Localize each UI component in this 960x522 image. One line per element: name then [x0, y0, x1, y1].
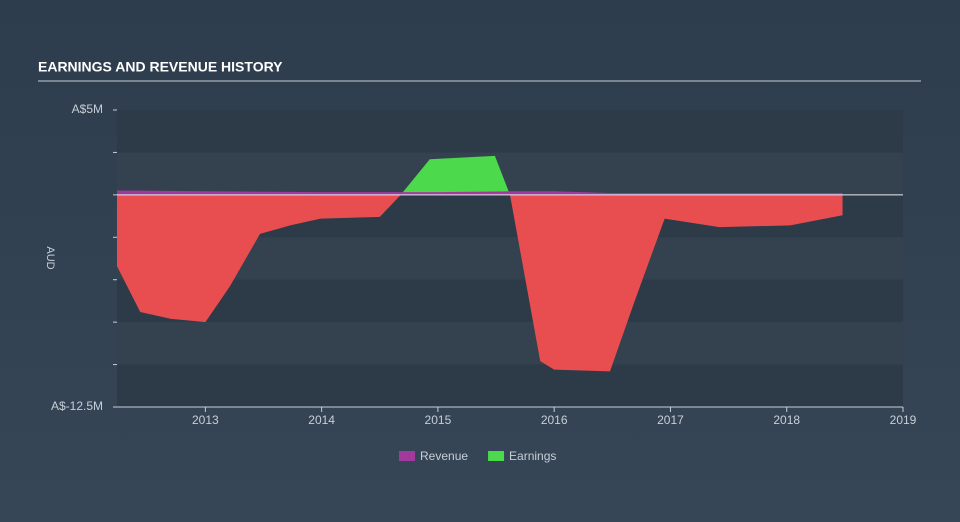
x-tick-label: 2019 [890, 413, 917, 427]
y-tick-label: A$5M [72, 102, 103, 116]
revenue-line [116, 190, 843, 196]
grid-band [117, 110, 903, 153]
x-tick-label: 2017 [657, 413, 684, 427]
grid-band [117, 279, 903, 323]
legend-label: Earnings [509, 449, 556, 463]
grid-band [117, 364, 903, 407]
grid-band [117, 322, 903, 365]
x-tick-label: 2018 [773, 413, 800, 427]
y-tick-label: A$-12.5M [51, 399, 103, 413]
legend-label: Revenue [420, 449, 468, 463]
y-axis-label: AUD [44, 246, 56, 269]
legend: Revenue Earnings [399, 449, 556, 463]
x-tick-label: 2014 [308, 413, 335, 427]
x-tick-label: 2016 [541, 413, 568, 427]
legend-swatch [399, 451, 415, 461]
chart-title: EARNINGS AND REVENUE HISTORY [38, 59, 283, 75]
legend-swatch [488, 451, 505, 461]
area [117, 155, 843, 372]
x-tick-label: 2013 [192, 413, 219, 427]
x-tick-label: 2015 [425, 413, 452, 427]
grid-band [117, 152, 903, 195]
